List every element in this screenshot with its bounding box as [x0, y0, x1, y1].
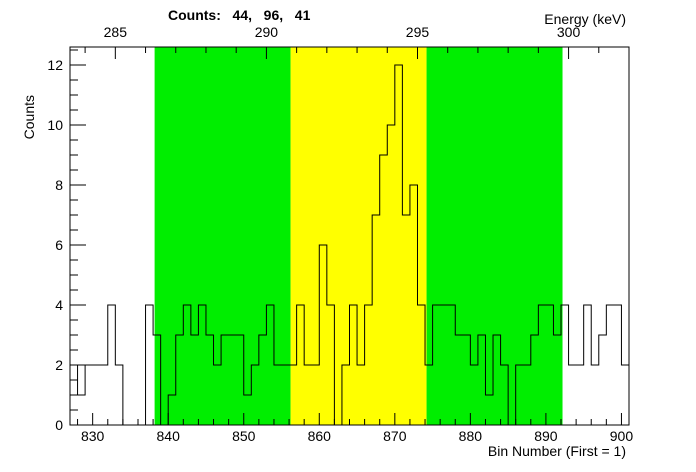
- x-tick-label: 830: [81, 428, 105, 444]
- energy-tick-label: 285: [104, 24, 128, 40]
- energy-tick-label: 300: [557, 24, 581, 40]
- y-tick-label: 8: [55, 177, 63, 193]
- y-tick-label: 2: [55, 357, 63, 373]
- x-tick-label: 850: [232, 428, 256, 444]
- chart-title: Counts: 44, 96, 41: [168, 7, 311, 23]
- y-tick-label: 6: [55, 237, 63, 253]
- y-tick-label: 0: [55, 417, 63, 433]
- x-axis: 830 840 850 860 870 880 890 900: [77, 413, 634, 444]
- x-tick-label: 860: [308, 428, 332, 444]
- integration-regions: [154, 47, 563, 425]
- energy-tick-label: 290: [255, 24, 279, 40]
- y-tick-label: 10: [47, 117, 63, 133]
- energy-axis-label: Energy (keV): [544, 11, 626, 27]
- x-tick-label: 900: [610, 428, 634, 444]
- y-axis-label: Counts: [21, 95, 37, 139]
- x-tick-label: 870: [383, 428, 407, 444]
- energy-tick-label: 295: [406, 24, 430, 40]
- energy-axis: 285290295300305: [84, 24, 630, 59]
- x-tick-label: 840: [157, 428, 181, 444]
- region-peak: [290, 47, 427, 425]
- histogram-line: [70, 64, 629, 426]
- x-tick-label: 880: [459, 428, 483, 444]
- region-background-right: [426, 47, 563, 425]
- y-tick-label: 12: [47, 57, 63, 73]
- y-axis: 0 2 4 6 8 10 12: [47, 49, 86, 433]
- region-background-left: [154, 47, 291, 425]
- x-axis-label: Bin Number (First = 1): [488, 443, 626, 459]
- x-tick-label: 890: [534, 428, 558, 444]
- y-tick-label: 4: [55, 297, 63, 313]
